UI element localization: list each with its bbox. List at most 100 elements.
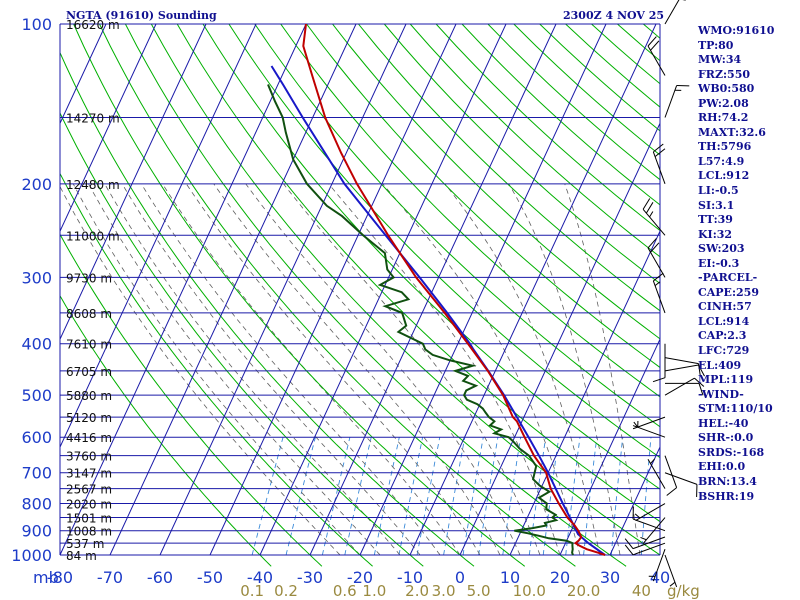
wind-barb-staff (664, 357, 699, 365)
wind-barb (624, 536, 666, 550)
wind-barb-staff (642, 517, 666, 544)
index-row: SI:3.1 (698, 198, 735, 212)
index-row: -PARCEL- (698, 271, 758, 285)
wind-barb-staff (652, 548, 666, 582)
dewpoint-line (267, 84, 574, 556)
moist-adiabat (88, 183, 381, 556)
temperature-line (302, 24, 606, 556)
index-row: PW:2.08 (698, 96, 749, 110)
isotherm-line (60, 24, 257, 449)
wind-barb (664, 364, 705, 377)
wind-barb-feather (694, 377, 705, 387)
isotherm-line (60, 24, 157, 233)
height-label: 6705 m (66, 365, 112, 379)
temperature-tick-label: -80 (47, 568, 73, 587)
wind-barb (647, 36, 666, 76)
wind-barb (664, 377, 705, 396)
temperature-tick-label: -30 (297, 568, 323, 587)
height-label: 1501 m (66, 512, 112, 526)
index-row: HEL:-40 (698, 416, 749, 430)
index-row: BSHR:19 (698, 489, 755, 503)
dry-adiabat (60, 294, 272, 567)
index-row: WB0:580 (698, 82, 755, 96)
height-label: 14270 m (66, 112, 120, 126)
height-label: 16620 m (66, 18, 120, 32)
index-row: LI:-0.5 (698, 184, 739, 198)
wind-barb-staff (632, 425, 666, 438)
temperature-tick-label: -50 (197, 568, 223, 587)
wind-barb-half-feather (634, 513, 641, 519)
wind-barb (664, 455, 678, 496)
index-row: MW:34 (698, 53, 742, 67)
temperature-tick-label: 10 (500, 568, 520, 587)
pressure-tick-label: 500 (21, 386, 52, 405)
wind-barb-feather (624, 544, 634, 556)
pressure-tick-label: 600 (21, 428, 52, 447)
wind-barb-staff (664, 85, 678, 118)
wind-barb-feather (653, 143, 664, 153)
height-label: 12480 m (66, 178, 120, 192)
index-row: LCL:914 (698, 314, 750, 328)
wind-barb-half-feather (649, 211, 654, 218)
isotherm-line (259, 24, 507, 556)
height-label: 537 m (66, 537, 104, 551)
isotherm-line (60, 24, 207, 341)
height-label: 2020 m (66, 498, 112, 512)
temperature-tick-label: 0 (455, 568, 465, 587)
mixing-ratio-label: 0.2 (274, 582, 298, 600)
wind-barb (632, 506, 666, 532)
isotherm-line (459, 122, 660, 556)
isotherm-line (60, 24, 307, 556)
moist-adiabat (213, 183, 501, 556)
wind-barb (647, 238, 666, 278)
pressure-axis-unit: mb (33, 568, 59, 587)
wind-barb-staff (664, 0, 680, 25)
wind-barb-staff (664, 472, 698, 485)
isotherm-line (159, 24, 407, 556)
index-row: STM:110/10 (698, 402, 773, 416)
index-row: CAPE:259 (698, 285, 759, 299)
wind-barb-feather (624, 538, 634, 549)
wind-barb (652, 272, 666, 314)
mixing-ratio-unit: g/kg (667, 582, 700, 600)
isotherm-line (109, 24, 357, 556)
height-label: 1008 m (66, 525, 112, 539)
wind-barb-staff (647, 247, 666, 278)
mixing-ratio-label: 3.0 (432, 582, 456, 600)
wind-barb (664, 357, 701, 377)
indices-panel: WMO:91610 TP:80 MW:34 FRZ:550 WB0:580 PW:2.08… (698, 24, 798, 504)
temperature-tick-label: -60 (147, 568, 173, 587)
height-label: 4416 m (66, 431, 112, 445)
isotherm-line (359, 24, 607, 556)
height-label: 7610 m (66, 338, 112, 352)
wind-barb (664, 472, 698, 498)
index-row: MPL:119 (698, 373, 754, 387)
isotherm-line (409, 24, 657, 556)
height-label: 9730 m (66, 271, 112, 285)
wind-barb-staff (632, 416, 666, 430)
pressure-tick-label: 1000 (11, 546, 52, 565)
pressure-tick-label: 900 (21, 522, 52, 541)
wind-barb (647, 458, 666, 489)
index-row: TP:80 (698, 38, 734, 52)
index-row: KI:32 (698, 227, 733, 241)
wind-barb-feather (642, 198, 651, 210)
wind-barb (664, 85, 690, 118)
temperature-tick-label: -20 (347, 568, 373, 587)
index-row: LCL:912 (698, 169, 750, 183)
moist-adiabat (72, 183, 361, 556)
wind-barb-half-feather (650, 458, 656, 464)
pressure-tick-label: 300 (21, 268, 52, 287)
wind-barb-staff (647, 458, 666, 489)
index-row: CINH:57 (698, 300, 752, 314)
isotherm-line (559, 337, 660, 556)
temperature-tick-label: 20 (550, 568, 570, 587)
index-row: SRDS:-168 (698, 445, 765, 459)
height-label: 8608 m (66, 307, 112, 321)
pressure-tick-label: 400 (21, 335, 52, 354)
height-label: 5120 m (66, 411, 112, 425)
pressure-tick-label: 100 (21, 15, 52, 34)
height-label: 2567 m (66, 483, 112, 497)
